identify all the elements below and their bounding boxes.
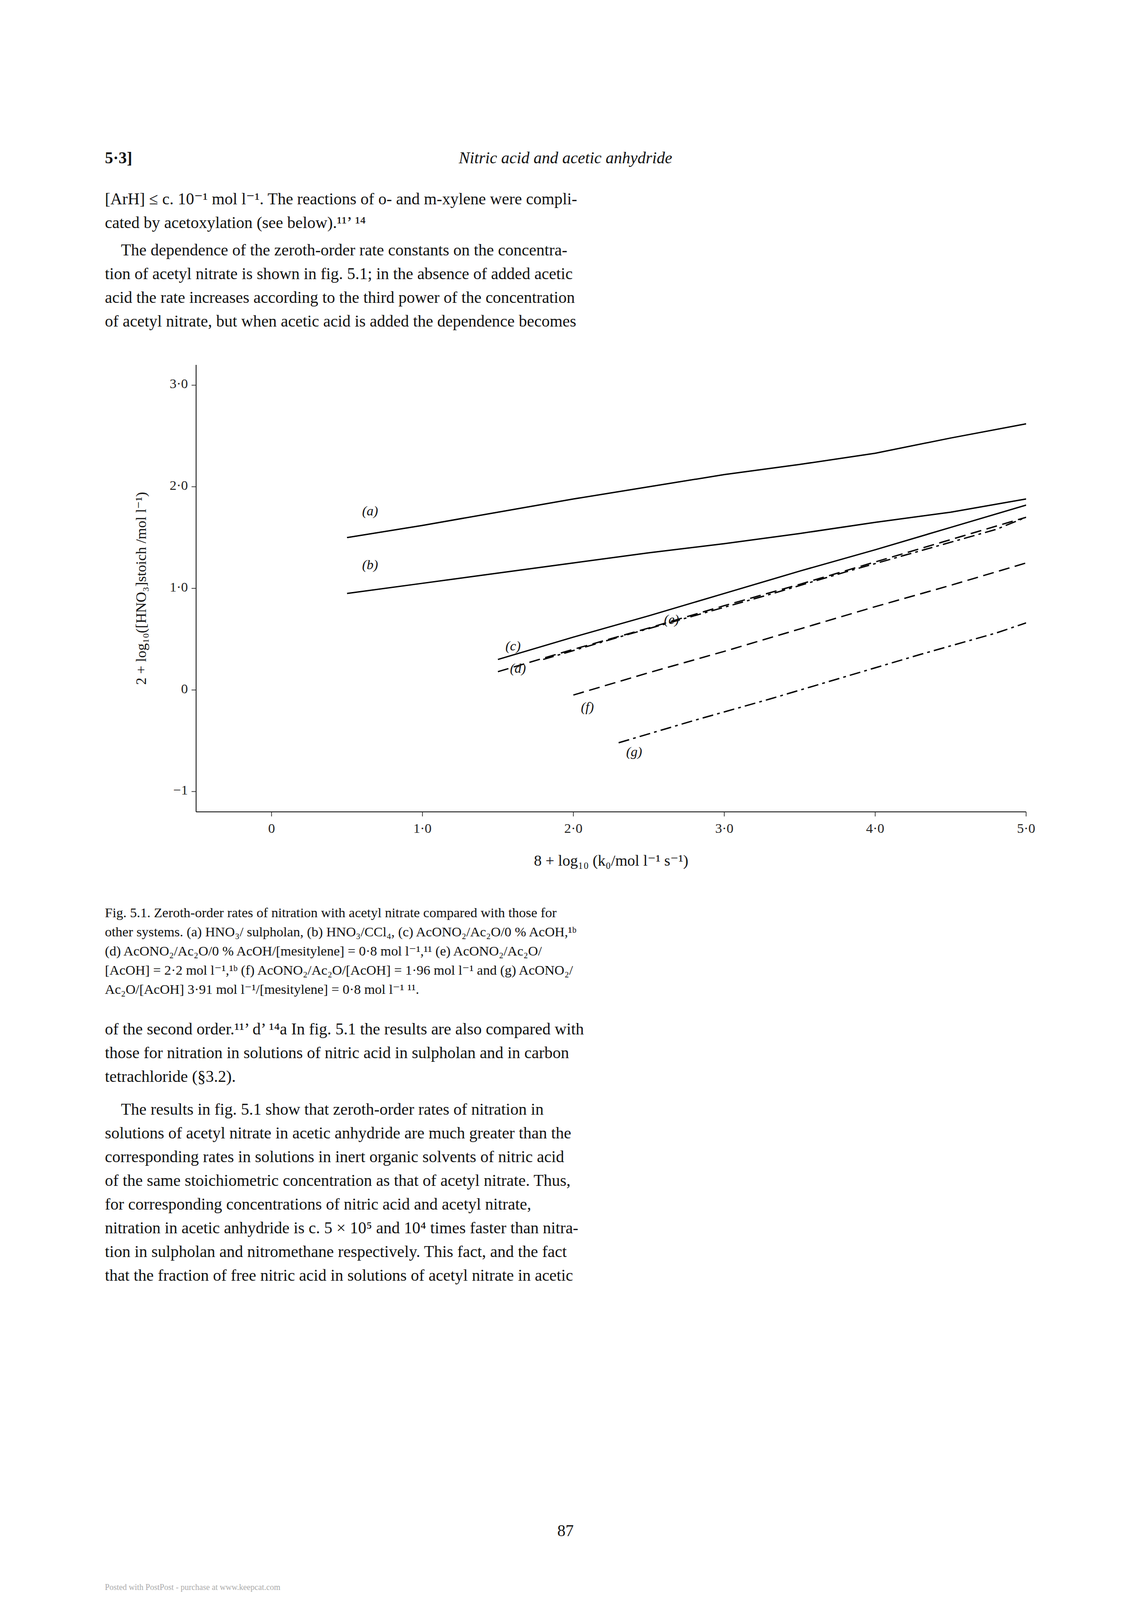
y-tick bbox=[191, 689, 197, 691]
x-tick bbox=[723, 811, 725, 817]
body-line: [ArH] ≤ c. 10⁻¹ mol l⁻¹. The reactions o… bbox=[104, 186, 1027, 211]
y-tick bbox=[191, 384, 197, 386]
section-header: 5·3]Nitric acid and acetic anhydride bbox=[104, 145, 1027, 170]
x-tick-label: 4·0 bbox=[866, 820, 885, 836]
line-label: (e) bbox=[664, 611, 680, 628]
y-tick bbox=[191, 791, 197, 793]
body-line: of the same stoichiometric concentration… bbox=[104, 1168, 1027, 1193]
series-line bbox=[498, 504, 1027, 660]
caption-line: [AcOH] = 2·2 mol l⁻¹,¹ᵇ (f) AcONO₂/Ac₂O/… bbox=[104, 960, 1027, 980]
page-number: 87 bbox=[0, 1518, 1131, 1543]
body-above: [ArH] ≤ c. 10⁻¹ mol l⁻¹. The reactions o… bbox=[104, 186, 1027, 333]
line-label: (d) bbox=[509, 660, 526, 676]
y-tick bbox=[191, 486, 197, 488]
section-title: Nitric acid and acetic anhydride bbox=[104, 145, 1027, 170]
series-line bbox=[573, 562, 1027, 696]
line-label: (a) bbox=[362, 503, 379, 519]
body-line: tion in sulpholan and nitromethane respe… bbox=[104, 1239, 1027, 1264]
x-tick-label: 3·0 bbox=[715, 820, 734, 836]
y-tick-label: 3·0 bbox=[169, 375, 188, 391]
x-tick bbox=[573, 811, 575, 817]
chart: 0 1·0 2·0 3·0 4·0 5·0 −1 0 1·0 2·0 3·0 8 + log₁₀ (k… bbox=[0, 346, 1131, 894]
body-line: nitration in acetic anhydride is c. 5 × … bbox=[104, 1215, 1027, 1240]
body-line: for corresponding concentrations of nitr… bbox=[104, 1192, 1027, 1216]
y-tick-label: 1·0 bbox=[169, 579, 188, 595]
body-line: The dependence of the zeroth-order rate … bbox=[104, 238, 1027, 262]
line-label: (f) bbox=[581, 699, 594, 715]
body-line: cated by acetoxylation (see below).¹¹’ ¹… bbox=[104, 210, 1027, 235]
series-line bbox=[543, 517, 1027, 660]
body-line: acid the rate increases according to the… bbox=[104, 285, 1027, 310]
paragraph: of the second order.¹¹’ d’ ¹⁴a In fig. 5… bbox=[104, 1016, 1027, 1089]
x-tick-label: 5·0 bbox=[1016, 820, 1036, 836]
x-axis-label: 8 + log₁₀ (k₀/mol l⁻¹ s⁻¹) bbox=[534, 851, 689, 870]
body-below: Fig. 5.1. Zeroth-order rates of nitratio… bbox=[104, 902, 1027, 1287]
body-line: that the fraction of free nitric acid in… bbox=[104, 1263, 1027, 1287]
line-label: (g) bbox=[626, 743, 643, 760]
x-tick bbox=[1025, 811, 1027, 817]
x-tick bbox=[422, 811, 424, 817]
body-line: those for nitration in solutions of nitr… bbox=[104, 1040, 1027, 1065]
caption-line: other systems. (a) HNO₃/ sulpholan, (b) … bbox=[104, 922, 1027, 942]
footer: Posted with PostPost - purchase at www.k… bbox=[104, 1582, 281, 1593]
series-line bbox=[498, 517, 1027, 672]
body-line: tetrachloride (§3.2). bbox=[104, 1064, 1027, 1089]
x-tick-label: 2·0 bbox=[564, 820, 583, 836]
plot-lines bbox=[347, 423, 1027, 743]
body-line: of the second order.¹¹’ d’ ¹⁴a In fig. 5… bbox=[104, 1016, 1027, 1041]
line-label: (b) bbox=[362, 556, 379, 573]
body-line: corresponding rates in solutions in iner… bbox=[104, 1144, 1027, 1169]
body-line: The results in fig. 5.1 show that zeroth… bbox=[104, 1097, 1027, 1121]
section-number: 5·3] bbox=[104, 145, 133, 170]
x-tick bbox=[271, 811, 273, 817]
series-line bbox=[347, 423, 1027, 538]
y-tick-label: 0 bbox=[181, 680, 188, 696]
y-axis-label: 2 + log₁₀([HNO₃]stoich /mol l⁻¹) bbox=[132, 492, 150, 685]
x-tick bbox=[874, 811, 876, 817]
caption-line: (d) AcONO₂/Ac₂O/0 % AcOH/[mesitylene] = … bbox=[104, 941, 1027, 961]
series-line bbox=[347, 498, 1027, 594]
x-axis-line bbox=[196, 811, 1027, 813]
caption-line: Ac₂O/[AcOH] 3·91 mol l⁻¹/[mesitylene] = … bbox=[104, 979, 1027, 999]
caption: Fig. 5.1. Zeroth-order rates of nitratio… bbox=[104, 902, 1027, 999]
body-line: of acetyl nitrate, but when acetic acid … bbox=[104, 309, 1027, 333]
body-line: tion of acetyl nitrate is shown in fig. … bbox=[104, 261, 1027, 286]
x-tick-label: 1·0 bbox=[413, 820, 432, 836]
paragraph: The dependence of the zeroth-order rate … bbox=[104, 238, 1027, 333]
y-tick-label: 2·0 bbox=[169, 477, 188, 493]
y-tick bbox=[191, 587, 197, 589]
x-tick-label: 0 bbox=[268, 820, 275, 836]
series-line bbox=[618, 622, 1027, 743]
body-line: solutions of acetyl nitrate in acetic an… bbox=[104, 1120, 1027, 1145]
caption-line: Fig. 5.1. Zeroth-order rates of nitratio… bbox=[104, 902, 1027, 923]
paragraph: The results in fig. 5.1 show that zeroth… bbox=[104, 1097, 1027, 1287]
page: 5·3]Nitric acid and acetic anhydride [ArH… bbox=[0, 0, 1131, 1600]
y-tick-label: −1 bbox=[173, 782, 188, 798]
line-label: (c) bbox=[505, 638, 521, 654]
paragraph: [ArH] ≤ c. 10⁻¹ mol l⁻¹. The reactions o… bbox=[104, 186, 1027, 235]
